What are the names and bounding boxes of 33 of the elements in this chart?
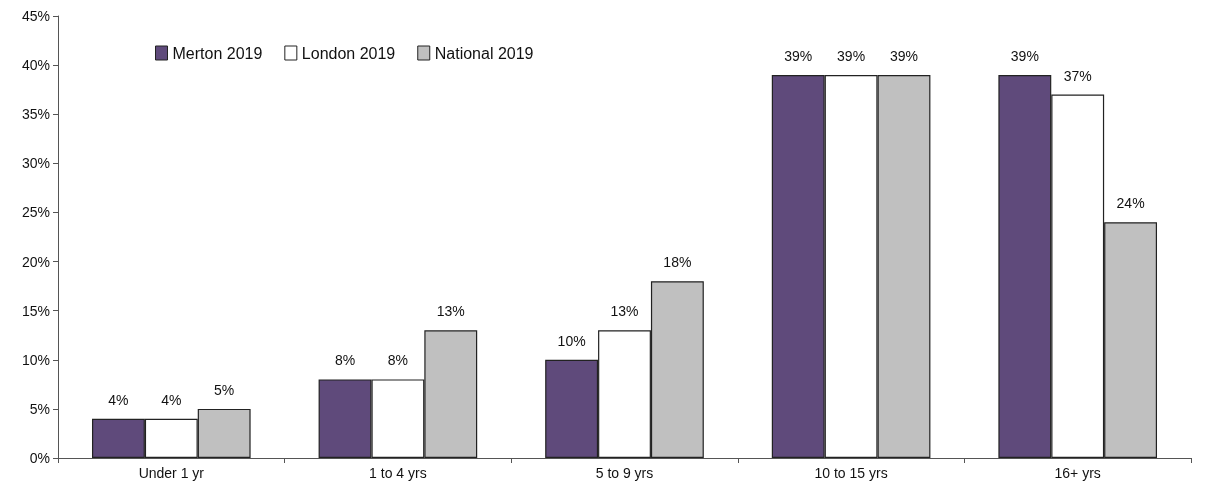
y-tick-label: 20% bbox=[21, 253, 50, 270]
data-label: 39% bbox=[784, 47, 813, 64]
y-tick-label: 40% bbox=[21, 57, 50, 74]
x-tick-label: 10 to 15 yrs bbox=[814, 465, 888, 481]
data-label: 24% bbox=[1116, 195, 1145, 212]
legend-label: National 2019 bbox=[434, 44, 534, 62]
y-tick-label: 45% bbox=[21, 8, 50, 24]
data-label: 4% bbox=[108, 391, 129, 408]
legend-label: Merton 2019 bbox=[172, 44, 263, 62]
y-tick-label: 0% bbox=[29, 450, 50, 466]
data-label: 37% bbox=[1063, 67, 1092, 84]
data-label: 10% bbox=[557, 332, 586, 349]
data-label: 8% bbox=[387, 352, 409, 369]
x-tick-label: Under 1 yr bbox=[138, 465, 205, 481]
data-label: 4% bbox=[161, 391, 182, 408]
y-tick-label: 15% bbox=[21, 302, 50, 319]
legend-label: London 2019 bbox=[301, 44, 396, 62]
y-tick-label: 30% bbox=[21, 155, 50, 172]
data-label: 39% bbox=[1010, 47, 1039, 64]
x-tick-label: 5 to 9 yrs bbox=[595, 465, 654, 481]
data-label: 5% bbox=[214, 381, 235, 398]
x-tick-label: 16+ yrs bbox=[1054, 465, 1101, 481]
data-label: 8% bbox=[334, 352, 356, 369]
data-label: 39% bbox=[837, 47, 866, 64]
data-label: 39% bbox=[889, 47, 918, 64]
y-tick-label: 35% bbox=[21, 106, 50, 123]
data-label: 18% bbox=[663, 254, 692, 271]
y-tick-label: 5% bbox=[29, 400, 50, 417]
y-tick-label: 10% bbox=[21, 351, 50, 368]
x-tick-label: 1 to 4 yrs bbox=[369, 465, 427, 481]
data-label: 13% bbox=[610, 303, 639, 320]
data-label: 13% bbox=[436, 303, 465, 320]
y-tick-label: 25% bbox=[21, 204, 50, 221]
